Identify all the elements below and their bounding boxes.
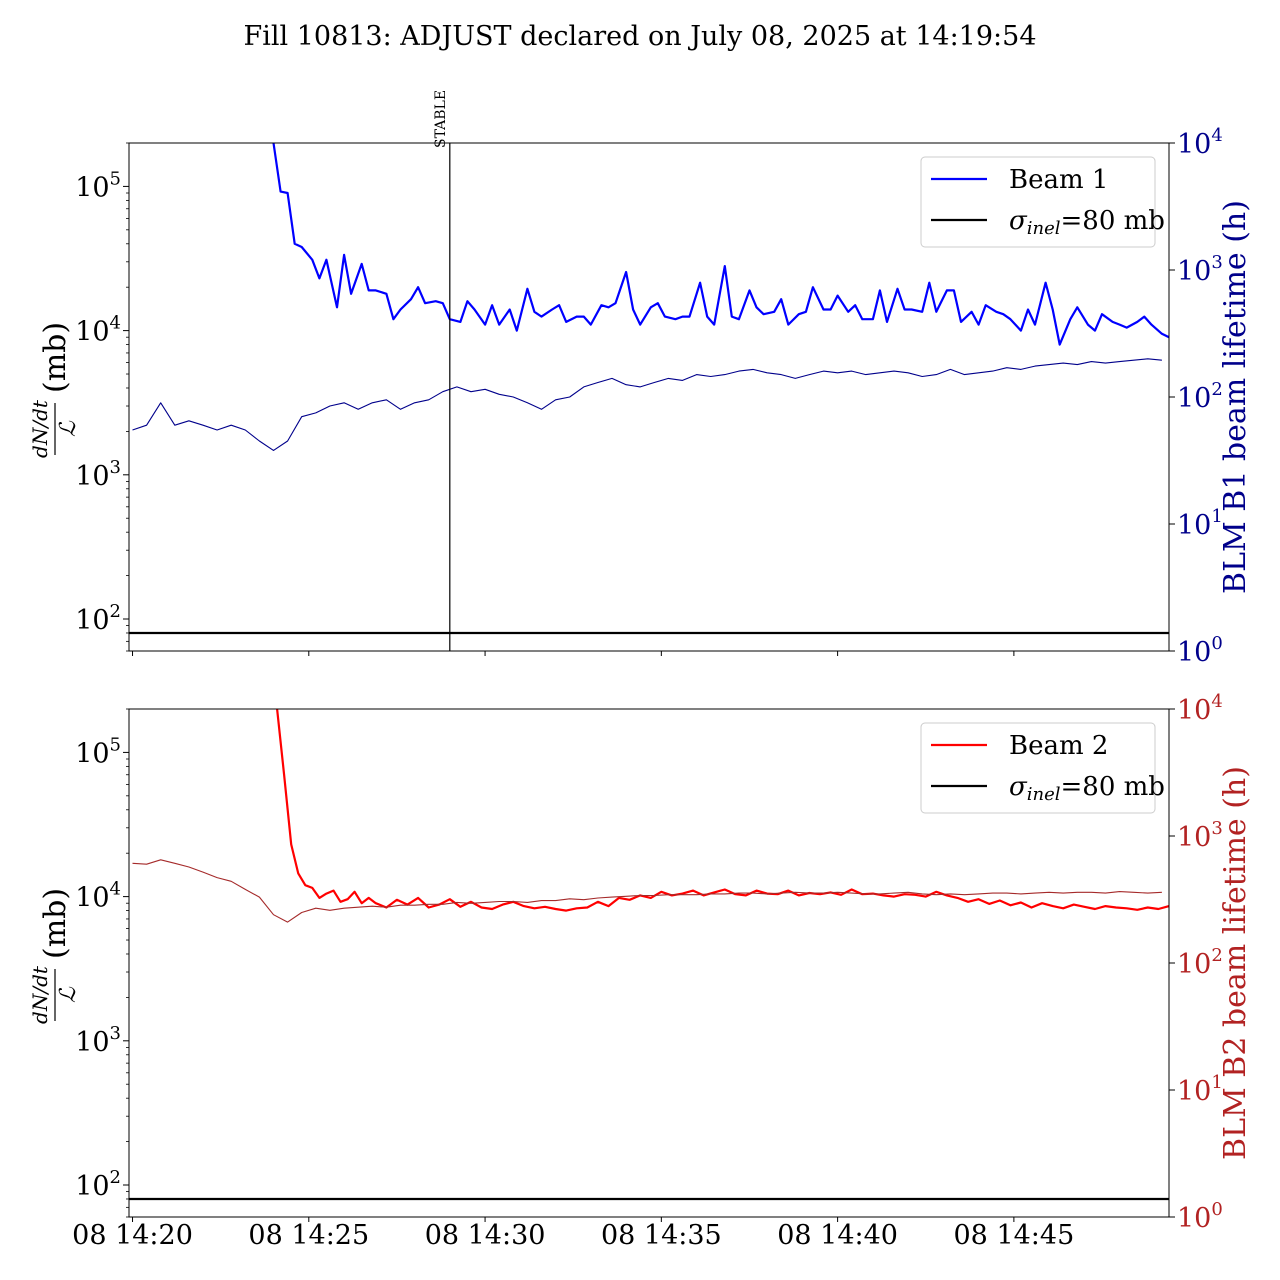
y2-tick-label: 103 [1177, 252, 1223, 287]
y2-tick-label: 103 [1177, 818, 1223, 853]
y2-tick-label: 102 [1177, 379, 1223, 414]
y-label-unit: (mb) [38, 322, 73, 393]
legend-sigma-label: σinel=80 mb [1009, 206, 1165, 239]
legend-beam-label: Beam 1 [1009, 165, 1108, 195]
legend: Beam 2 σinel=80 mb [920, 722, 1165, 814]
y2-tick-label: 102 [1177, 945, 1223, 980]
beam-1-line [272, 143, 1169, 346]
legend-sigma-label: σinel=80 mb [1009, 772, 1165, 805]
stable-marker-label: STABLE [433, 90, 449, 148]
y2-tick-label: 104 [1177, 691, 1223, 726]
y-label-num: dN/dt [28, 965, 52, 1024]
x-tick-label: 08 14:40 [777, 1220, 898, 1251]
y2-tick-label: 100 [1177, 633, 1223, 668]
y-tick-label: 102 [75, 601, 121, 636]
y2-tick-label: 101 [1177, 1072, 1223, 1107]
y-label-num: dN/dt [28, 399, 52, 458]
y2-tick-label: 100 [1177, 1199, 1223, 1234]
beam2-panel: 08 14:20 08 14:25 08 14:30 08 14:35 08 14:40… [28, 691, 1253, 1251]
y2-axis-label: BLM B1 beam lifetime (h) [1218, 200, 1253, 594]
y-tick-label: 103 [75, 457, 121, 492]
series-group [132, 143, 1169, 451]
y-tick-label: 102 [75, 1167, 121, 1202]
y-tick-label: 104 [75, 879, 121, 914]
y-tick-label: 105 [75, 168, 121, 203]
chart-title: Fill 10813: ADJUST declared on July 08, … [244, 21, 1037, 52]
blm-lifetime-line [132, 859, 1162, 923]
y-label-den: ℒ [56, 420, 81, 437]
x-tick-label: 08 14:45 [954, 1220, 1075, 1251]
y-axis-label: dN/dt ℒ (mb) [28, 322, 81, 458]
x-tick-label: 08 14:20 [72, 1220, 193, 1251]
y-axis-label: dN/dt ℒ (mb) [28, 888, 81, 1024]
series-group [132, 709, 1169, 923]
y2-tick-label: 104 [1177, 125, 1223, 160]
x-tick-label: 08 14:35 [601, 1220, 722, 1251]
x-tick-label: 08 14:25 [248, 1220, 369, 1251]
y-tick-label: 103 [75, 1023, 121, 1058]
legend-beam-label: Beam 2 [1009, 731, 1108, 761]
y-label-unit: (mb) [38, 888, 73, 959]
x-tick-label: 08 14:30 [425, 1220, 546, 1251]
blm-lifetime-line [132, 358, 1162, 451]
y-tick-label: 104 [75, 313, 121, 348]
y2-tick-label: 101 [1177, 506, 1223, 541]
y-label-den: ℒ [56, 986, 81, 1003]
y-tick-label: 105 [75, 734, 121, 769]
y2-axis-label: BLM B2 beam lifetime (h) [1218, 766, 1253, 1160]
legend: Beam 1 σinel=80 mb [920, 156, 1165, 248]
